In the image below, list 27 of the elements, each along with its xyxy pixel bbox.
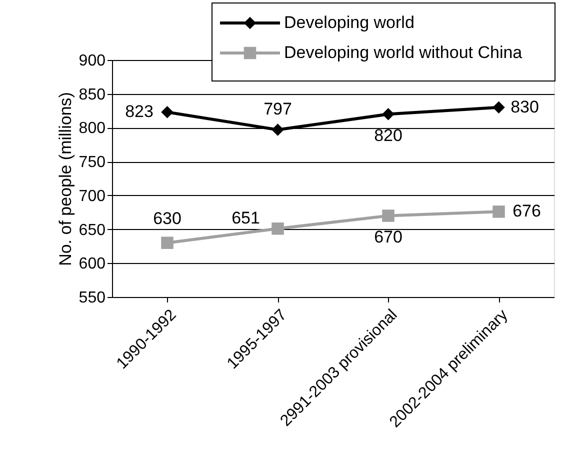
- data-label: 670: [374, 228, 402, 247]
- legend-label: Developing world: [284, 13, 414, 32]
- point: [272, 222, 284, 235]
- y-tick-label: 700: [78, 188, 106, 205]
- y-axis-title: No. of people (millions): [56, 92, 75, 266]
- point: [382, 210, 394, 222]
- point: [272, 124, 284, 136]
- point: [161, 236, 174, 249]
- y-tick-label: 650: [78, 222, 106, 239]
- point: [161, 106, 174, 118]
- y-tick-label: 750: [78, 154, 106, 172]
- y-tick-label: 600: [78, 256, 106, 273]
- data-label: 676: [512, 202, 541, 221]
- data-label: 823: [125, 102, 154, 122]
- y-tick-label: 800: [78, 120, 106, 138]
- y-tick-label: 550: [78, 290, 106, 306]
- data-label: 830: [510, 97, 539, 116]
- data-label: 651: [232, 208, 260, 228]
- legend-label: Developing world without China: [284, 43, 523, 62]
- data-label: 797: [264, 100, 292, 119]
- y-tick-label: 900: [78, 52, 106, 70]
- point: [492, 206, 505, 218]
- data-label: 630: [153, 208, 182, 228]
- point: [492, 101, 505, 114]
- point: [382, 108, 394, 120]
- y-tick-label: 850: [78, 86, 106, 104]
- data-label: 820: [374, 126, 402, 146]
